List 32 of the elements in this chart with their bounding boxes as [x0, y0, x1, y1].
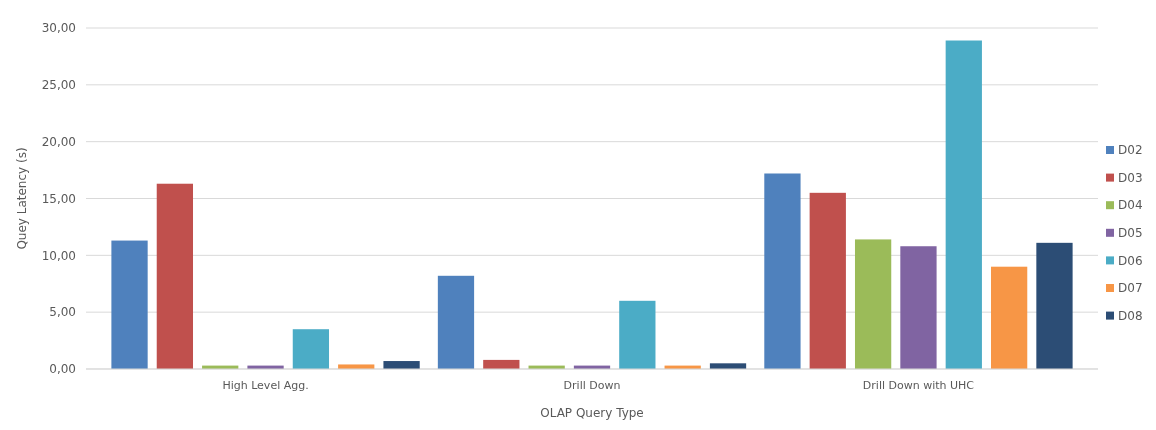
- y-tick-label: 15,00: [41, 191, 76, 206]
- legend-label: D02: [1118, 143, 1143, 158]
- bar: [854, 239, 892, 369]
- legend-label: D03: [1118, 170, 1143, 185]
- y-tick-label: 20,00: [41, 134, 76, 149]
- legend-label: D06: [1118, 253, 1143, 268]
- bar: [383, 361, 420, 369]
- y-axis-title: Quey Latency (s): [15, 147, 29, 250]
- bar: [619, 300, 656, 369]
- x-tick-label: Drill Down with UHC: [862, 379, 975, 392]
- bar: [292, 329, 330, 369]
- bar: [111, 240, 148, 369]
- y-tick-label: 10,00: [41, 248, 76, 263]
- y-tick-label: 0,00: [49, 362, 76, 377]
- y-tick-label: 5,00: [49, 305, 76, 320]
- bar: [437, 275, 475, 369]
- bar: [945, 40, 982, 369]
- bar: [156, 183, 193, 369]
- legend-label: D08: [1118, 308, 1143, 323]
- bar: [809, 192, 846, 369]
- legend-label: D04: [1118, 198, 1143, 213]
- bar: [900, 246, 937, 369]
- y-tick-label: 25,00: [41, 78, 76, 93]
- y-tick-label: 30,00: [41, 21, 76, 36]
- legend-label: D07: [1118, 281, 1143, 296]
- bar: [1036, 242, 1073, 369]
- x-tick-label: Drill Down: [563, 379, 621, 392]
- legend-label: D05: [1118, 226, 1143, 240]
- bar: [991, 266, 1028, 369]
- bar: [764, 173, 801, 369]
- x-axis-title: OLAP Query Type: [540, 406, 644, 420]
- x-tick-label: High Level Agg.: [222, 379, 309, 392]
